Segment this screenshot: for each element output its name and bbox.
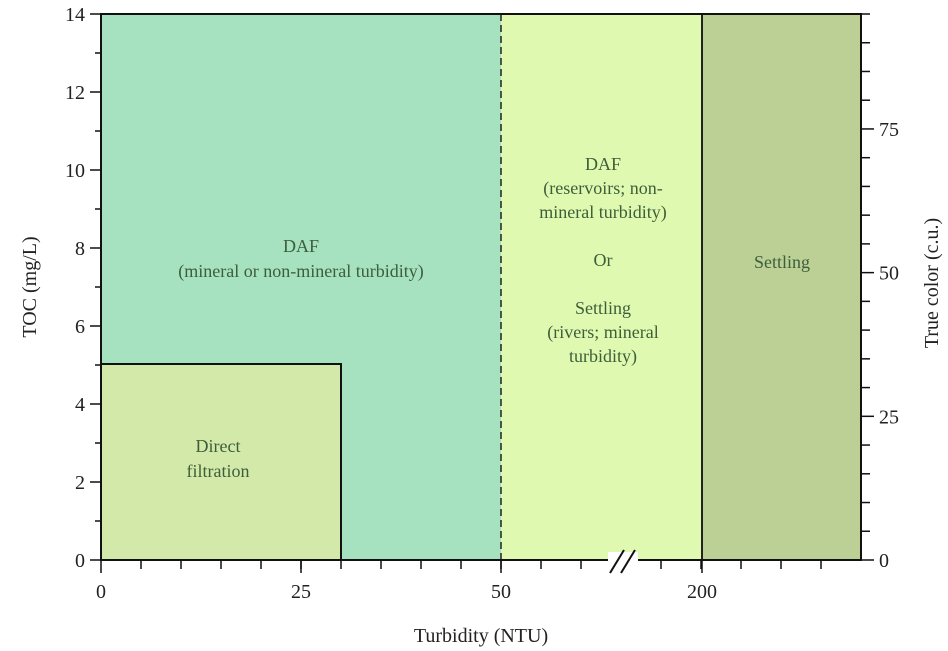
y2-axis-label: True color (c.u.) bbox=[921, 218, 943, 348]
y-axis-ticks: 0 2 4 6 8 10 12 14 bbox=[65, 4, 101, 572]
y2-tick-label: 0 bbox=[879, 550, 889, 572]
region-label-DAF-or-settling-line-2: mineral turbidity) bbox=[539, 202, 666, 223]
x-tick-label: 50 bbox=[491, 581, 511, 603]
y-tick-label: 12 bbox=[65, 82, 85, 104]
region-label-DAF-or-settling-line-1: (reservoirs; non- bbox=[543, 178, 662, 199]
region-settling bbox=[702, 14, 861, 560]
region-label-direct-filtration-line-1: filtration bbox=[187, 461, 250, 481]
x-axis-label: Turbidity (NTU) bbox=[414, 625, 548, 647]
y-tick-label: 14 bbox=[65, 4, 85, 26]
region-label-DAF-or-settling-line-7: (rivers; mineral bbox=[547, 322, 658, 343]
region-labels: DAF (mineral or non-mineral turbidity) Dir… bbox=[178, 154, 810, 481]
region-label-DAF-mineral-line-0: DAF bbox=[283, 236, 319, 256]
plot-regions bbox=[101, 14, 861, 560]
y-tick-label: 8 bbox=[75, 238, 85, 260]
region-label-settling-line-0: Settling bbox=[754, 252, 810, 272]
region-label-DAF-or-settling-line-4: Or bbox=[594, 250, 613, 270]
region-label-DAF-or-settling-line-6: Settling bbox=[575, 298, 631, 318]
region-label-direct-filtration-line-0: Direct bbox=[196, 436, 241, 456]
axis-break-marker bbox=[608, 549, 638, 574]
y2-tick-label: 50 bbox=[879, 263, 899, 285]
x-tick-label: 0 bbox=[96, 581, 106, 603]
x-axis-ticks: 0 25 50 200 bbox=[96, 560, 822, 603]
y-tick-label: 4 bbox=[75, 394, 85, 416]
y-tick-label: 10 bbox=[65, 160, 85, 182]
y-tick-label: 6 bbox=[75, 316, 85, 338]
y-tick-label: 2 bbox=[75, 472, 85, 494]
y2-axis-ticks: 0 25 50 75 bbox=[861, 13, 899, 572]
y-tick-label: 0 bbox=[75, 550, 85, 572]
y-axis-label: TOC (mg/L) bbox=[19, 236, 41, 337]
x-tick-label: 25 bbox=[291, 581, 311, 603]
region-label-DAF-mineral-line-1: (mineral or non-mineral turbidity) bbox=[178, 261, 423, 282]
region-DAF-or-settling bbox=[501, 14, 702, 560]
region-direct-filtration bbox=[101, 365, 341, 560]
region-label-DAF-or-settling-line-8: turbidity) bbox=[569, 346, 637, 367]
region-label-DAF-or-settling-line-0: DAF bbox=[585, 154, 621, 174]
y2-tick-label: 25 bbox=[879, 406, 899, 428]
x-tick-label: 200 bbox=[687, 581, 717, 603]
y2-tick-label: 75 bbox=[879, 119, 899, 141]
